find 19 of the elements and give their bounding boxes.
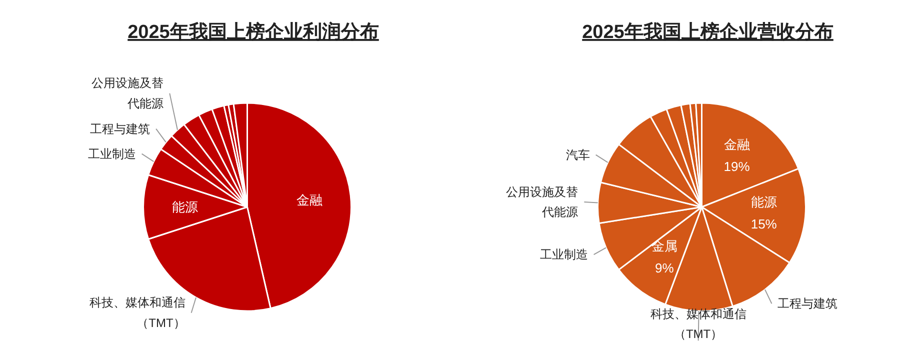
- slice-label: 科技、媒体和通信（TMT）: [650, 306, 746, 342]
- slice-label: 工程与建筑: [90, 122, 150, 136]
- slice-label: 金融: [724, 136, 750, 152]
- data-label: 15%: [750, 216, 778, 232]
- slice-label: 公用设施及替代能源: [92, 76, 164, 111]
- data-label: 9%: [655, 260, 674, 276]
- data-label: 19%: [724, 158, 750, 174]
- slice-label: 工业制造: [540, 248, 588, 262]
- slice-label: 工程与建筑: [778, 296, 838, 311]
- chart-title: 2025年我国上榜企业利润分布: [128, 21, 379, 43]
- slice-label: 公用设施及替代能源: [506, 184, 578, 220]
- slice-label: 工业制造: [88, 146, 136, 161]
- chart-title: 2025年我国上榜企业营收分布: [582, 21, 834, 43]
- slice-label: 科技、媒体和通信（TMT）: [89, 296, 186, 330]
- slice-label: 金属: [651, 238, 678, 254]
- slice-label: 能源: [750, 194, 777, 210]
- slice-label: 能源: [172, 200, 198, 214]
- slice-label: 金融: [296, 192, 322, 208]
- slice-label: 汽车: [566, 148, 590, 162]
